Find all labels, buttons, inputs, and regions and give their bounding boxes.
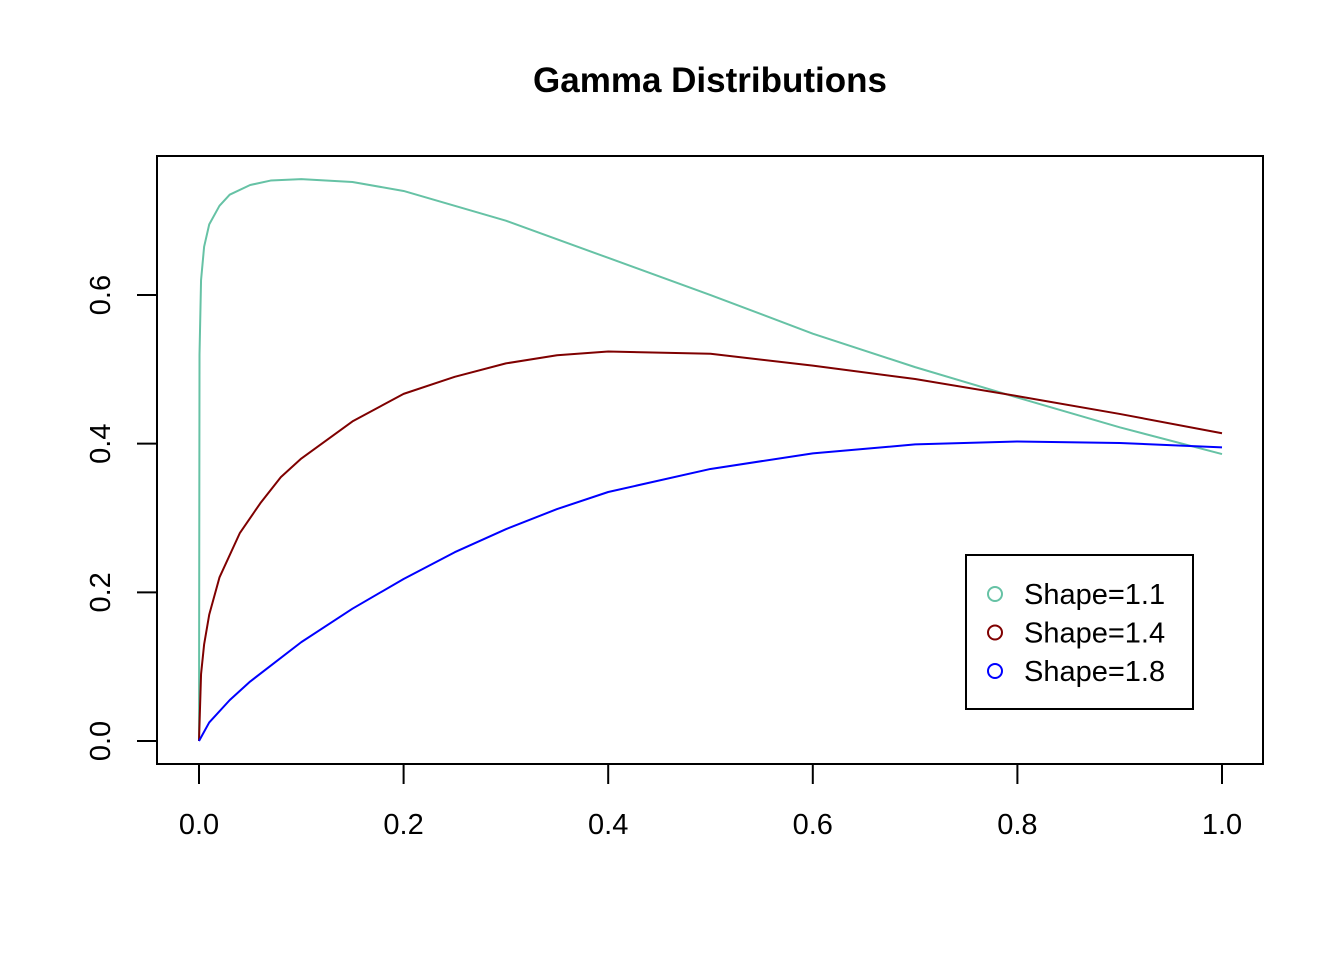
y-tick-label: 0.0 bbox=[85, 721, 117, 761]
x-tick-label: 1.0 bbox=[1202, 809, 1242, 841]
legend-marker bbox=[987, 624, 1003, 641]
legend-label: Shape=1.8 bbox=[1024, 656, 1165, 688]
y-tick-label: 0.4 bbox=[85, 424, 117, 464]
x-axis: 0.0 0.2 0.4 0.6 0.8 1.0 bbox=[179, 763, 1242, 841]
x-tick-label: 0.8 bbox=[997, 809, 1037, 841]
series-layer bbox=[198, 178, 1223, 742]
x-tick-label: 0.6 bbox=[793, 809, 833, 841]
legend: Shape=1.1 Shape=1.4 Shape=1.8 bbox=[965, 554, 1194, 710]
legend-label: Shape=1.1 bbox=[1024, 579, 1165, 611]
legend-label: Shape=1.4 bbox=[1024, 618, 1165, 650]
x-tick-label: 0.4 bbox=[588, 809, 628, 841]
x-tick-label: 0.2 bbox=[383, 809, 423, 841]
y-tick-label: 0.6 bbox=[85, 275, 117, 315]
y-tick-label: 0.2 bbox=[85, 572, 117, 612]
legend-marker bbox=[987, 663, 1003, 679]
legend-box bbox=[965, 554, 1194, 710]
series-line-1 bbox=[198, 178, 1223, 742]
chart-title: Gamma Distributions bbox=[533, 61, 887, 100]
y-axis: 0.0 0.2 0.4 0.6 bbox=[85, 275, 158, 761]
series-line-2 bbox=[198, 350, 1223, 742]
x-tick-label: 0.0 bbox=[179, 809, 219, 841]
series-line-3 bbox=[198, 440, 1223, 742]
legend-marker bbox=[987, 586, 1003, 602]
